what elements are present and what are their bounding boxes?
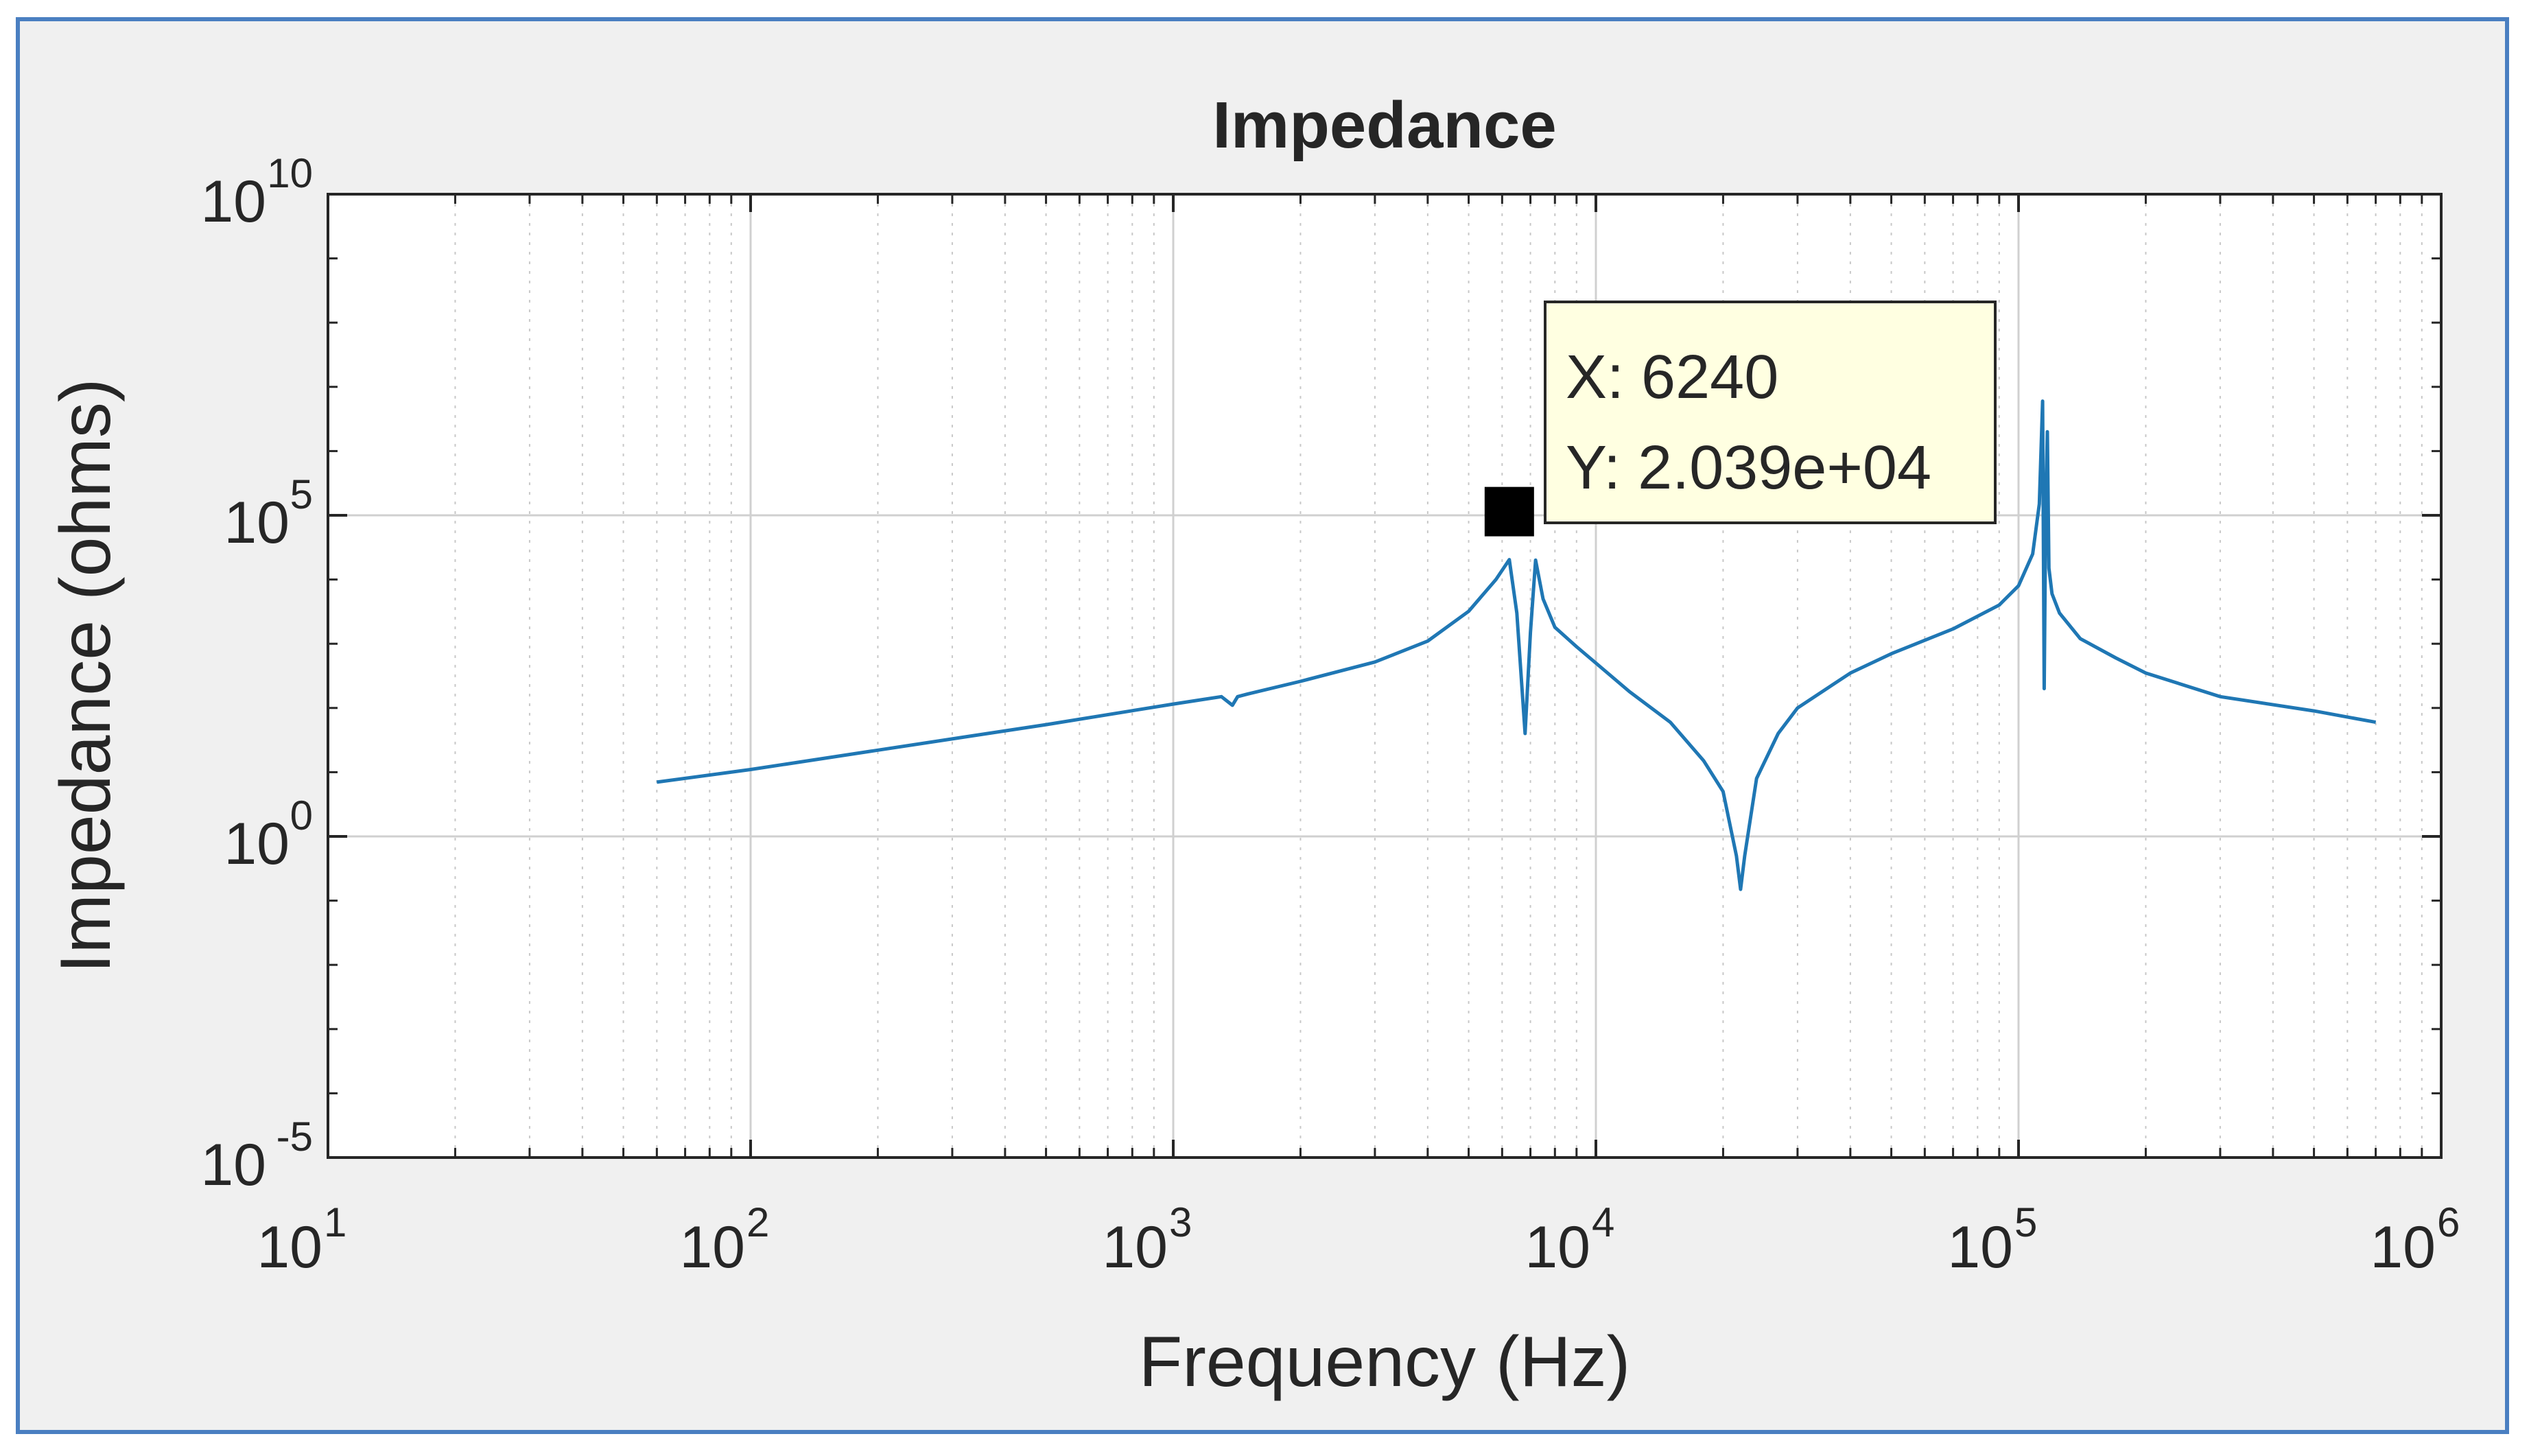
y-tick-label-exponent: -5	[277, 1114, 313, 1160]
x-tick-label-base: 10	[1525, 1214, 1590, 1280]
x-tick-label-base: 10	[1102, 1214, 1168, 1280]
x-tick-label-base: 10	[1947, 1214, 2013, 1280]
datatip[interactable]: X: 6240 Y: 2.039e+04	[1484, 301, 1997, 537]
x-tick-label-exponent: 6	[2437, 1199, 2460, 1245]
y-tick-label-base: 10	[224, 811, 290, 877]
x-tick-label: 10 2	[679, 1199, 769, 1280]
x-tick-label-base: 10	[2370, 1214, 2436, 1280]
y-tick-label: 010	[224, 792, 313, 877]
chart-title: Impedance	[1212, 89, 1557, 162]
ticks	[327, 193, 2443, 1159]
x-tick-label: 10 3	[1102, 1199, 1192, 1280]
y-tick-label-base: 10	[200, 1132, 266, 1198]
y-tick-label-base: 10	[224, 490, 290, 556]
y-tick-label-exponent: 0	[290, 792, 313, 838]
datatip-marker[interactable]	[1484, 486, 1534, 537]
x-tick-label: 10 5	[1947, 1199, 2037, 1280]
series-layer	[656, 399, 2377, 891]
x-tick-label-exponent: 1	[324, 1199, 346, 1245]
y-tick-label-exponent: 5	[290, 471, 313, 517]
x-tick-label: 10 1	[257, 1199, 346, 1280]
axes-background[interactable]	[328, 194, 2441, 1158]
y-tick-label-base: 10	[200, 169, 266, 235]
x-tick-label-base: 10	[679, 1214, 745, 1280]
x-tick-label: 10 4	[1525, 1199, 1614, 1280]
datatip-x-text: X: 6240	[1566, 343, 1778, 412]
x-tick-label-exponent: 2	[746, 1199, 769, 1245]
x-tick-label-exponent: 3	[1169, 1199, 1192, 1245]
x-tick-label-exponent: 4	[1592, 1199, 1614, 1245]
impedance-series-line	[656, 399, 2377, 891]
datatip-box	[1544, 301, 1997, 524]
y-axis-label: Impedance (ohms)	[46, 378, 126, 973]
x-tick-label: 10 6	[2370, 1199, 2460, 1280]
y-tick-label: 510	[224, 471, 313, 556]
y-tick-label: -510	[200, 1114, 313, 1198]
x-axis-label: Frequency (Hz)	[1139, 1322, 1631, 1402]
x-tick-label-exponent: 5	[2014, 1199, 2037, 1245]
y-tick-label-exponent: 10	[267, 150, 313, 196]
x-tick-label-base: 10	[257, 1214, 322, 1280]
axes-box	[327, 193, 2443, 1159]
datatip-y-text: Y: 2.039e+04	[1566, 434, 1931, 502]
